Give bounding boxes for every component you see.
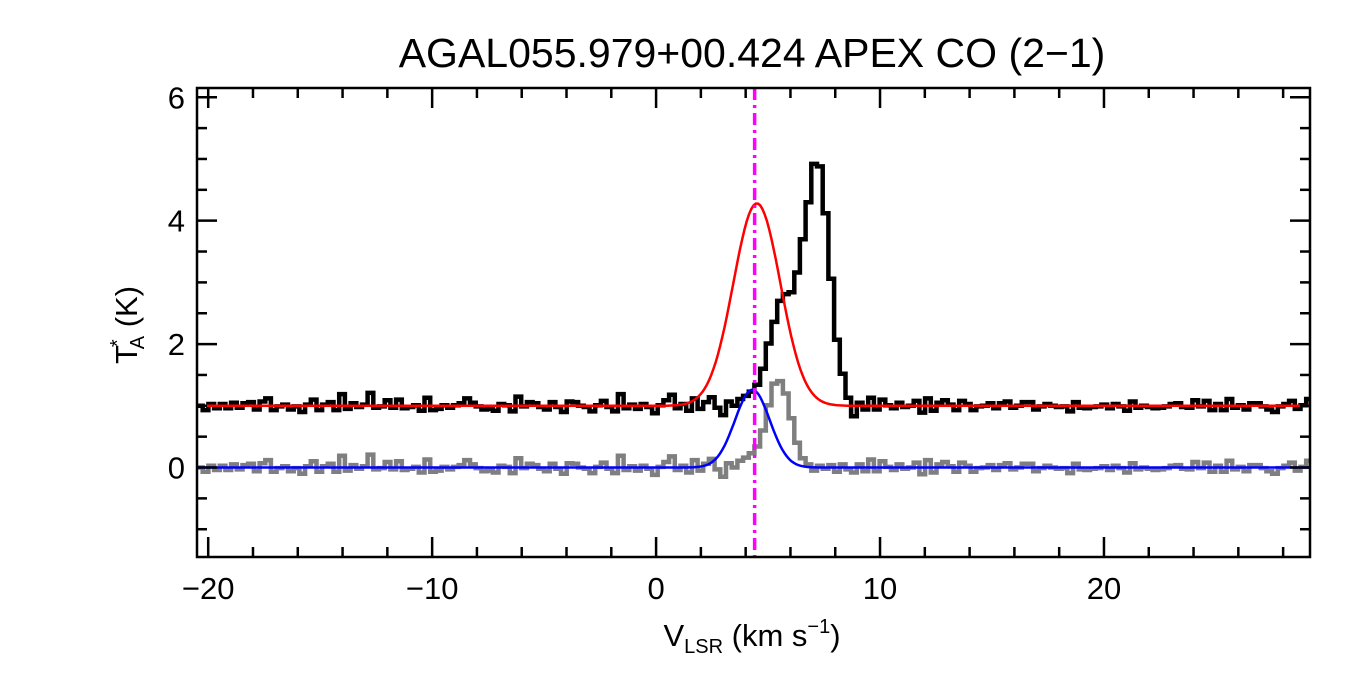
x-tick-label: 20 <box>1087 571 1121 606</box>
y-axis-label-sup: * <box>107 339 129 347</box>
plot-series-layer <box>197 88 1310 557</box>
y-axis-label-unit: (K) <box>109 286 144 336</box>
y-axis-label: T*A (K) <box>107 286 149 364</box>
gaussian-fit-2 <box>197 202 1310 408</box>
tick-labels-layer: −20 −10 0 10 20 0 2 4 6 <box>168 80 1121 606</box>
x-axis-label: VLSR (km s−1) <box>663 616 840 658</box>
plot-frame <box>195 86 1312 559</box>
x-axis-label-main: V <box>663 618 684 653</box>
x-axis-label-sup: −1 <box>807 616 830 638</box>
y-tick-label: 4 <box>168 204 185 239</box>
y-axis-label-sub: A <box>127 335 149 349</box>
y-tick-label: 6 <box>168 80 185 115</box>
y-tick-label: 2 <box>168 327 185 362</box>
x-tick-label: 0 <box>647 571 664 606</box>
x-tick-label: −20 <box>182 571 235 606</box>
x-tick-label: −10 <box>406 571 459 606</box>
x-axis-label-unit: (km s <box>723 618 807 653</box>
x-tick-label: 10 <box>863 571 897 606</box>
axis-ticks-layer <box>197 88 1310 557</box>
chart-title: AGAL055.979+00.424 APEX CO (2−1) <box>399 30 1106 76</box>
y-tick-label: 0 <box>168 451 185 486</box>
x-axis-label-sub: LSR <box>684 636 723 658</box>
y-axis-label-main: T <box>109 345 144 364</box>
x-axis-label-close: ) <box>830 618 840 653</box>
